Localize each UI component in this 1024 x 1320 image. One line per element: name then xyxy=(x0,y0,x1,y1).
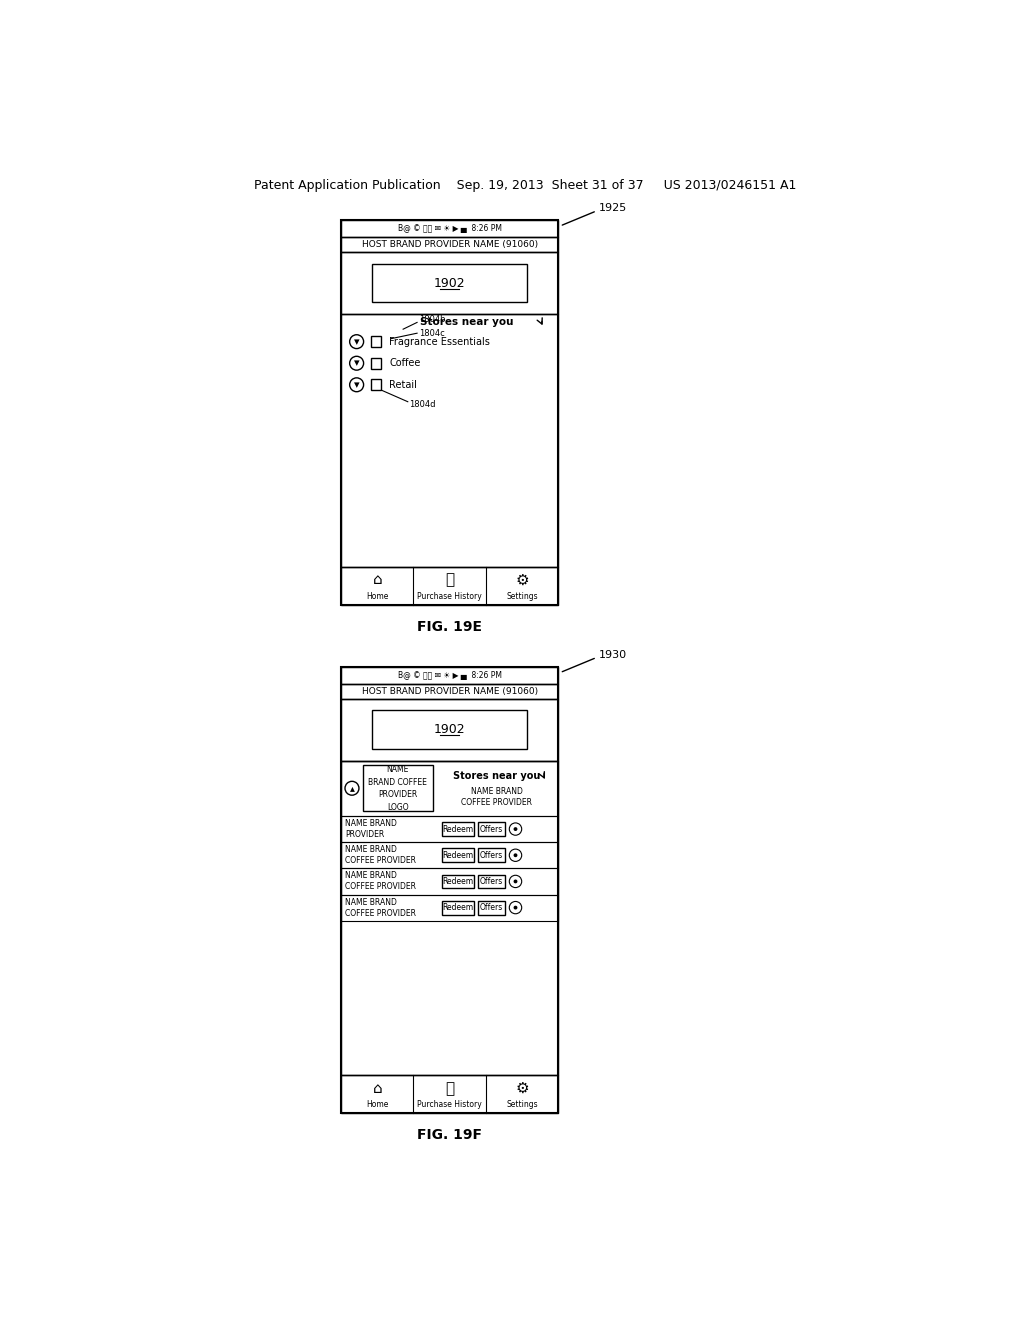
Bar xyxy=(341,700,558,760)
Text: 1804c: 1804c xyxy=(419,329,444,338)
Text: 1804b: 1804b xyxy=(419,314,445,323)
Bar xyxy=(477,875,505,888)
Bar xyxy=(341,684,558,700)
Bar xyxy=(341,220,558,238)
Text: ▾: ▾ xyxy=(354,380,359,389)
Bar xyxy=(442,875,474,888)
Bar xyxy=(341,760,558,1074)
Bar xyxy=(341,220,558,605)
Bar xyxy=(477,900,505,915)
Text: 1804d: 1804d xyxy=(410,400,436,409)
Text: Coffee: Coffee xyxy=(389,358,421,368)
Text: Home: Home xyxy=(367,593,388,601)
Text: 1902: 1902 xyxy=(434,277,466,289)
Bar xyxy=(341,566,558,605)
Bar xyxy=(341,895,558,921)
Text: Purchase History: Purchase History xyxy=(417,1101,482,1109)
Text: NAME BRAND
COFFEE PROVIDER: NAME BRAND COFFEE PROVIDER xyxy=(345,845,416,866)
Text: FIG. 19E: FIG. 19E xyxy=(417,619,482,634)
Bar xyxy=(341,760,558,816)
Text: Home: Home xyxy=(367,1101,388,1109)
Bar xyxy=(442,822,474,836)
Text: Patent Application Publication    Sep. 19, 2013  Sheet 31 of 37     US 2013/0246: Patent Application Publication Sep. 19, … xyxy=(254,178,796,191)
Text: Redeem: Redeem xyxy=(442,851,474,859)
Text: ⚙: ⚙ xyxy=(515,1081,528,1096)
Text: NAME
BRAND COFFEE
PROVIDER
LOGO: NAME BRAND COFFEE PROVIDER LOGO xyxy=(369,766,427,812)
Text: ▴: ▴ xyxy=(349,783,354,793)
Text: Redeem: Redeem xyxy=(442,825,474,833)
Circle shape xyxy=(514,879,517,883)
Bar xyxy=(442,849,474,862)
Text: ⌂: ⌂ xyxy=(373,573,382,587)
Text: Stores near you: Stores near you xyxy=(420,317,514,327)
Bar xyxy=(371,358,381,368)
Text: B@ © ⚿⏰ ✉ ☀ ▶ ▅  8:26 PM: B@ © ⚿⏰ ✉ ☀ ▶ ▅ 8:26 PM xyxy=(397,224,502,232)
Text: Fragrance Essentials: Fragrance Essentials xyxy=(389,337,490,347)
Text: Purchase History: Purchase History xyxy=(417,593,482,601)
Text: Retail: Retail xyxy=(389,380,417,389)
Text: ⏰: ⏰ xyxy=(445,1081,455,1096)
Bar xyxy=(341,252,558,314)
Bar xyxy=(341,842,558,869)
Bar xyxy=(372,264,527,302)
Text: Stores near you: Stores near you xyxy=(453,771,541,781)
Text: B@ © ⚿⏰ ✉ ☀ ▶ ▅  8:26 PM: B@ © ⚿⏰ ✉ ☀ ▶ ▅ 8:26 PM xyxy=(397,671,502,680)
Text: 1925: 1925 xyxy=(598,203,627,214)
Bar xyxy=(341,238,558,252)
Bar xyxy=(341,816,558,842)
Text: HOST BRAND PROVIDER NAME (91060): HOST BRAND PROVIDER NAME (91060) xyxy=(361,240,538,249)
Text: 1902: 1902 xyxy=(434,723,466,737)
Bar xyxy=(341,314,558,566)
Text: Settings: Settings xyxy=(506,1101,538,1109)
Text: NAME BRAND
COFFEE PROVIDER: NAME BRAND COFFEE PROVIDER xyxy=(461,787,532,807)
Bar xyxy=(362,766,432,812)
Text: Redeem: Redeem xyxy=(442,903,474,912)
Text: Offers: Offers xyxy=(479,825,503,833)
Bar xyxy=(341,1074,558,1113)
Text: Offers: Offers xyxy=(479,876,503,886)
Bar xyxy=(372,710,527,748)
Bar xyxy=(477,822,505,836)
Bar xyxy=(341,869,558,895)
Text: ▾: ▾ xyxy=(354,337,359,347)
Text: NAME BRAND
PROVIDER: NAME BRAND PROVIDER xyxy=(345,818,397,840)
Circle shape xyxy=(514,828,517,832)
Text: Offers: Offers xyxy=(479,851,503,859)
Bar xyxy=(371,379,381,391)
Text: ⌂: ⌂ xyxy=(373,1081,382,1096)
Bar xyxy=(477,849,505,862)
Bar xyxy=(442,900,474,915)
Text: Settings: Settings xyxy=(506,593,538,601)
Text: 1930: 1930 xyxy=(598,649,627,660)
Text: Offers: Offers xyxy=(479,903,503,912)
Text: ▾: ▾ xyxy=(354,358,359,368)
Text: Redeem: Redeem xyxy=(442,876,474,886)
Text: NAME BRAND
COFFEE PROVIDER: NAME BRAND COFFEE PROVIDER xyxy=(345,898,416,917)
Text: ⏰: ⏰ xyxy=(445,573,455,587)
Bar xyxy=(371,337,381,347)
Circle shape xyxy=(514,853,517,857)
Text: FIG. 19F: FIG. 19F xyxy=(417,1127,482,1142)
Bar xyxy=(341,667,558,684)
Text: NAME BRAND
COFFEE PROVIDER: NAME BRAND COFFEE PROVIDER xyxy=(345,871,416,891)
Text: ⚙: ⚙ xyxy=(515,573,528,587)
Circle shape xyxy=(514,906,517,909)
Bar xyxy=(341,667,558,1113)
Text: HOST BRAND PROVIDER NAME (91060): HOST BRAND PROVIDER NAME (91060) xyxy=(361,686,538,696)
